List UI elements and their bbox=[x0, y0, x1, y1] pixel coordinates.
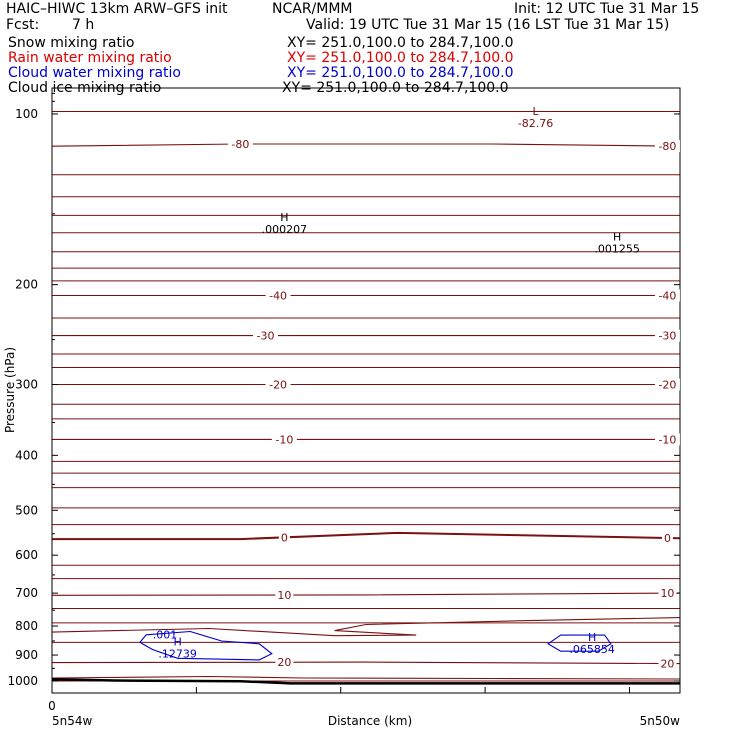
contour-label-bg bbox=[265, 289, 291, 302]
cloud-water-contour-label: .001 bbox=[153, 629, 178, 642]
contour-label-bg bbox=[253, 329, 279, 342]
contour-label-bg bbox=[654, 433, 680, 446]
contour-label-bg bbox=[275, 588, 294, 601]
temperature-contour-label: -40 bbox=[269, 289, 287, 302]
init-time: Init: 12 UTC Tue 31 Mar 15 bbox=[514, 1, 700, 17]
contour-label-bg bbox=[271, 433, 297, 446]
y-tick-label: 300 bbox=[15, 377, 38, 391]
field-name-cloud-water: Cloud water mixing ratio bbox=[8, 65, 181, 81]
temperature-contour-label: -20 bbox=[269, 378, 287, 391]
field-name-snow: Snow mixing ratio bbox=[8, 35, 135, 51]
temperature-contour-label: -40 bbox=[658, 289, 676, 302]
contour-label-bg bbox=[278, 531, 290, 544]
temperature-contour bbox=[51, 592, 681, 596]
label-layer: -80 -80 -40 -40 -30 -30 -20 -20 -10 -10 0 0 10 10 20 20… bbox=[153, 105, 680, 671]
extremum-value: .12739 bbox=[158, 648, 197, 661]
terrain-surface-line bbox=[51, 678, 680, 685]
field-name-rain: Rain water mixing ratio bbox=[8, 50, 172, 66]
extremum-value: .065854 bbox=[569, 643, 615, 656]
org-label: NCAR/MMM bbox=[272, 1, 353, 17]
temperature-contour-label: -30 bbox=[257, 330, 275, 343]
valid-time: Valid: 19 UTC Tue 31 Mar 15 (16 LST Tue … bbox=[306, 17, 670, 33]
temperature-contour-label: -30 bbox=[658, 330, 676, 343]
temperature-contour-label: -10 bbox=[275, 433, 293, 446]
temperature-contour-label: 20 bbox=[660, 658, 674, 671]
y-tick-label: 100 bbox=[15, 107, 38, 121]
temperature-contour-label: 0 bbox=[664, 532, 671, 545]
y-tick-label: 600 bbox=[15, 548, 38, 562]
y-axis-label: Pressure (hPa) bbox=[3, 347, 17, 433]
temperature-contour-label: -20 bbox=[658, 378, 676, 391]
x-left-endpoint: 5n54w bbox=[52, 714, 93, 728]
extremum-marker: H bbox=[613, 231, 621, 244]
contour-label-bg bbox=[265, 378, 291, 391]
field-xy-rain: XY= 251.0,100.0 to 284.7,100.0 bbox=[287, 50, 514, 66]
contour-label-bg bbox=[654, 329, 680, 342]
forecast-hours: 7 h bbox=[72, 17, 95, 33]
y-tick-label: 900 bbox=[15, 648, 38, 662]
contour-label-bg bbox=[654, 378, 680, 391]
contour-layer bbox=[51, 110, 681, 685]
extremum-marker: L bbox=[532, 105, 539, 118]
temperature-contour bbox=[51, 143, 681, 147]
temperature-contour-label: 10 bbox=[660, 587, 674, 600]
temperature-contour-label: 20 bbox=[277, 656, 291, 669]
temperature-contour-label: 0 bbox=[281, 531, 288, 544]
extremum-marker: H bbox=[173, 636, 181, 649]
extremum-marker: H bbox=[280, 211, 288, 224]
extremum-value: .000207 bbox=[262, 223, 308, 236]
x-axis-label: Distance (km) bbox=[328, 714, 412, 728]
temperature-contour-label: 10 bbox=[277, 589, 291, 602]
y-tick-label: 800 bbox=[15, 619, 38, 633]
y-tick-label: 500 bbox=[15, 503, 38, 517]
cloud-water-contour bbox=[139, 630, 273, 661]
temperature-contour bbox=[51, 617, 681, 637]
cloud-water-contour bbox=[547, 634, 612, 652]
contour-label-bg bbox=[275, 656, 294, 669]
extremum-marker: H bbox=[588, 631, 596, 644]
forecast-label: Fcst: bbox=[6, 17, 40, 33]
contour-label-bg bbox=[654, 140, 680, 153]
y-tick-label: 200 bbox=[15, 278, 38, 292]
extremum-value: .001255 bbox=[594, 243, 640, 256]
contour-label-bg bbox=[658, 587, 677, 600]
temperature-contour-label: -10 bbox=[658, 433, 676, 446]
field-xy-cloud-water: XY= 251.0,100.0 to 284.7,100.0 bbox=[287, 65, 514, 81]
plot-title: HAIC–HIWC 13km ARW–GFS init bbox=[6, 1, 228, 17]
temperature-contour bbox=[51, 675, 681, 680]
x-tick-label: 0 bbox=[48, 699, 56, 713]
x-right-endpoint: 5n50w bbox=[640, 714, 681, 728]
y-tick-label: 700 bbox=[15, 586, 38, 600]
contour-label-bg bbox=[227, 138, 253, 151]
extremum-value: -82.76 bbox=[518, 117, 553, 130]
field-xy-snow: XY= 251.0,100.0 to 284.7,100.0 bbox=[287, 35, 514, 51]
temperature-contour-label: -80 bbox=[658, 140, 676, 153]
temperature-contour-label: -80 bbox=[231, 138, 249, 151]
y-tick-label: 1000 bbox=[7, 674, 38, 688]
contour-label-bg bbox=[661, 531, 673, 544]
temperature-contour bbox=[51, 661, 681, 665]
y-tick-label: 400 bbox=[15, 448, 38, 462]
contour-label-bg bbox=[658, 657, 677, 670]
plot-frame bbox=[51, 87, 681, 694]
temperature-contour bbox=[52, 531, 681, 541]
contour-label-bg bbox=[654, 289, 680, 302]
